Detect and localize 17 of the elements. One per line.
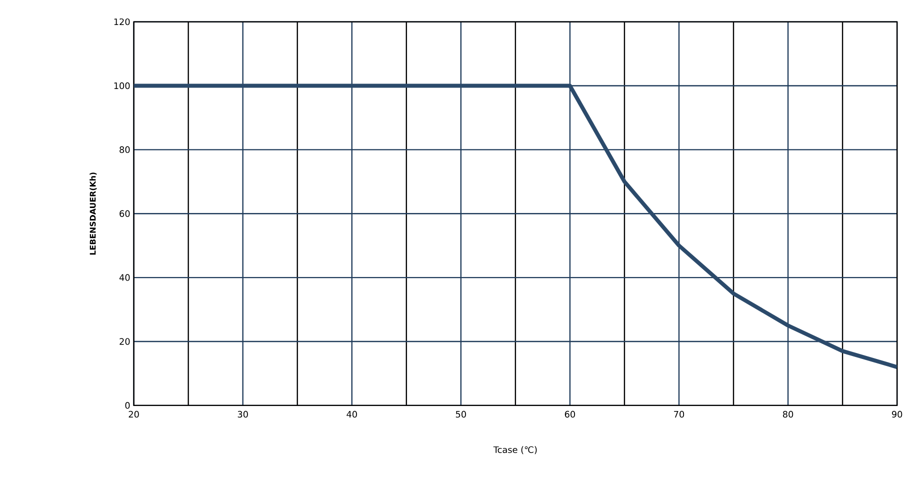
y-tick-label: 100 — [114, 82, 130, 90]
y-tick-label: 0 — [125, 402, 130, 409]
y-tick-label: 120 — [114, 18, 130, 26]
x-tick-label: 20 — [128, 411, 139, 418]
x-tick-label: 30 — [238, 411, 248, 418]
y-tick-label: 20 — [120, 338, 130, 345]
y-tick-label: 40 — [119, 274, 130, 282]
y-tick-label: 60 — [120, 210, 130, 218]
x-tick-label: 80 — [782, 411, 794, 418]
y-tick-label: 80 — [120, 146, 130, 154]
line-series — [134, 84, 898, 370]
x-tick-label: 60 — [564, 411, 576, 418]
x-tick-label: 90 — [892, 411, 902, 418]
x-tick-label: 40 — [346, 411, 357, 418]
x-tick-label: 50 — [456, 411, 466, 418]
x-tick-label: 70 — [674, 411, 684, 418]
x-axis-title: Tcase (℃) — [493, 446, 537, 454]
